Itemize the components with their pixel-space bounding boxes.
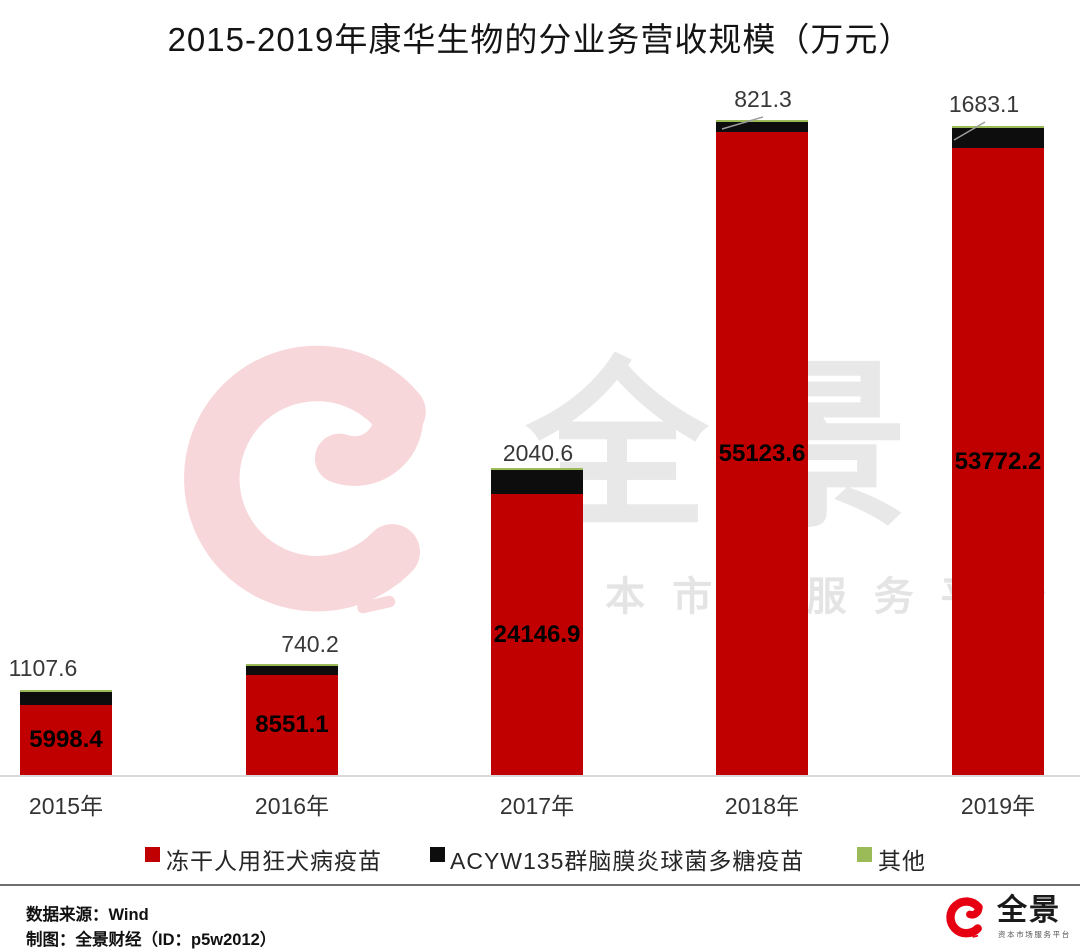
- credit-text: 制图：全景财经（ID：p5w2012）: [26, 931, 277, 949]
- category-label-2017年: 2017年: [499, 793, 575, 819]
- legend-swatch-2: [857, 847, 872, 862]
- bar-segment-rabies-vaccine-2019年: [952, 148, 1044, 775]
- footer-brand-logo-icon: [946, 894, 990, 940]
- bar-segment-acyw135-vaccine-2018年: [716, 122, 808, 132]
- data-source-text: 数据来源：Wind: [26, 906, 149, 924]
- bar-segment-rabies-vaccine-2017年: [491, 494, 583, 775]
- category-label-2018年: 2018年: [724, 793, 800, 819]
- footer-brand-tagline: 资本市场服务平台: [998, 930, 1071, 939]
- bar-segment-rabies-vaccine-2016年: [246, 675, 338, 775]
- value-label-rabies-2017年: 24146.9: [493, 620, 581, 648]
- bar-segment-other-2018年: [716, 120, 808, 122]
- bar-segment-other-2016年: [246, 664, 338, 666]
- legend-label-2: 其他: [878, 848, 926, 874]
- category-label-2015年: 2015年: [28, 793, 104, 819]
- category-label-2019年: 2019年: [960, 793, 1036, 819]
- bar-segment-other-2015年: [20, 690, 112, 692]
- value-label-rabies-2019年: 53772.2: [954, 447, 1042, 475]
- bar-segment-other-2019年: [952, 126, 1044, 128]
- legend-swatch-1: [430, 847, 445, 862]
- value-label-rabies-2018年: 55123.6: [718, 439, 806, 467]
- value-label-acyw135-2019年: 1683.1: [948, 91, 1020, 117]
- bar-segment-acyw135-vaccine-2017年: [491, 470, 583, 494]
- footer-divider: [0, 884, 1080, 886]
- value-label-acyw135-2018年: 821.3: [734, 86, 792, 112]
- footer-brand-name: 全景: [997, 894, 1061, 927]
- bar-segment-rabies-vaccine-2015年: [20, 705, 112, 775]
- category-label-2016年: 2016年: [254, 793, 330, 819]
- chart-title: 2015-2019年康华生物的分业务营收规模（万元）: [167, 21, 913, 58]
- legend-label-0: 冻干人用狂犬病疫苗: [166, 848, 382, 874]
- bar-segment-acyw135-vaccine-2015年: [20, 692, 112, 705]
- bar-segment-acyw135-vaccine-2016年: [246, 666, 338, 675]
- value-label-acyw135-2015年: 1107.6: [8, 655, 78, 681]
- bar-segment-acyw135-vaccine-2019年: [952, 128, 1044, 148]
- bar-segment-other-2017年: [491, 468, 583, 470]
- value-label-acyw135-2016年: 740.2: [281, 631, 339, 657]
- watermark-swirl-logo-icon: [168, 330, 488, 622]
- x-axis-line: [0, 775, 1080, 777]
- value-label-rabies-2015年: 5998.4: [29, 726, 103, 753]
- bar-segment-rabies-vaccine-2018年: [716, 132, 808, 775]
- value-label-acyw135-2017年: 2040.6: [502, 440, 574, 466]
- value-label-rabies-2016年: 8551.1: [255, 711, 329, 738]
- legend-swatch-0: [145, 847, 160, 862]
- legend-label-1: ACYW135群脑膜炎球菌多糖疫苗: [450, 848, 805, 874]
